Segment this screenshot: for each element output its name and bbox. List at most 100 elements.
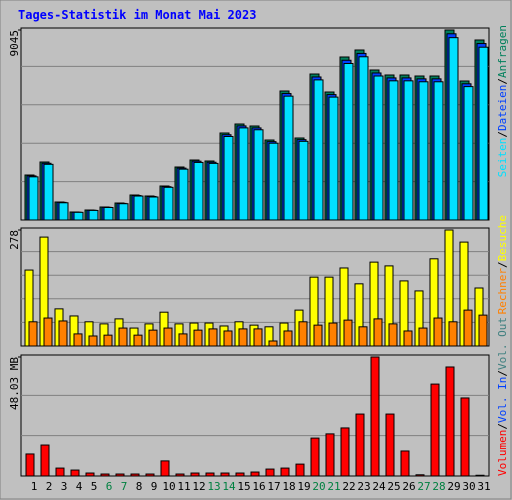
bar — [475, 474, 485, 477]
bar — [88, 209, 99, 221]
bar — [85, 472, 95, 477]
x-tick-label: 5 — [91, 480, 98, 493]
legend-separator: / — [496, 423, 509, 430]
bar — [223, 136, 234, 221]
bar — [28, 176, 39, 221]
bar — [448, 37, 459, 221]
y-tick-label: 9045 — [8, 30, 21, 57]
bar — [343, 63, 354, 221]
bar — [205, 472, 215, 477]
bar — [208, 328, 218, 347]
bar — [148, 196, 159, 221]
x-tick-label: 18 — [282, 480, 295, 493]
bar — [190, 472, 200, 477]
bar — [295, 463, 305, 477]
bar — [70, 469, 80, 477]
bar — [268, 340, 278, 347]
bar — [163, 327, 173, 347]
bar — [298, 321, 308, 347]
bar — [463, 86, 474, 221]
bar — [373, 318, 383, 347]
bar — [313, 79, 324, 221]
x-tick-label: 23 — [357, 480, 370, 493]
bar — [178, 333, 188, 347]
x-tick-label: 11 — [177, 480, 190, 493]
bar — [100, 473, 110, 477]
legend: Volumen/Vol. In/Vol. Out — [496, 317, 509, 476]
bar — [415, 474, 425, 477]
x-tick-label: 26 — [402, 480, 415, 493]
x-tick-label: 9 — [151, 480, 158, 493]
x-tick-label: 30 — [462, 480, 475, 493]
bar — [388, 323, 398, 347]
bar — [403, 80, 414, 221]
legend-entry: Volumen — [496, 430, 509, 476]
bar — [58, 202, 69, 221]
x-tick-label: 3 — [61, 480, 68, 493]
bar — [160, 460, 170, 477]
bar — [73, 211, 84, 221]
legend-separator: / — [496, 261, 509, 268]
bar — [448, 321, 458, 347]
legend: Rechner/Besuche — [496, 215, 509, 314]
legend-entry: Vol. In — [496, 377, 509, 423]
bar — [118, 203, 129, 221]
bar — [250, 471, 260, 477]
bar — [43, 317, 53, 347]
bar — [400, 450, 410, 477]
x-tick-label: 24 — [372, 480, 386, 493]
bar — [418, 81, 429, 221]
x-tick-label: 27 — [417, 480, 430, 493]
legend: Seiten/Dateien/Anfragen — [496, 25, 509, 177]
legend-separator: / — [496, 131, 509, 138]
legend-entry: Anfragen — [496, 25, 509, 78]
bar — [73, 333, 83, 347]
bar — [88, 335, 98, 347]
bar — [265, 468, 275, 477]
bar — [463, 309, 473, 347]
bar — [460, 397, 470, 477]
bar — [238, 328, 248, 347]
x-tick-label: 29 — [447, 480, 460, 493]
bar — [118, 327, 128, 347]
bar — [208, 162, 219, 221]
bar — [373, 75, 384, 221]
legend-separator: / — [496, 78, 509, 85]
x-tick-label: 10 — [162, 480, 175, 493]
bar — [325, 433, 335, 477]
bar — [175, 473, 185, 477]
x-tick-label: 4 — [76, 480, 83, 493]
bar — [25, 453, 35, 477]
legend-entry: Seiten — [496, 138, 509, 178]
bar — [163, 186, 174, 221]
x-tick-label: 20 — [312, 480, 325, 493]
bar — [478, 314, 488, 347]
x-tick-label: 17 — [267, 480, 280, 493]
x-tick-label: 1 — [31, 480, 38, 493]
bar — [328, 322, 338, 347]
y-tick-label: 48.03 MB — [8, 357, 21, 410]
legend-entry: Besuche — [496, 215, 509, 261]
bar — [343, 319, 353, 347]
bar — [103, 207, 114, 221]
x-tick-label: 31 — [477, 480, 490, 493]
legend-separator: / — [496, 370, 509, 377]
bar — [283, 95, 294, 221]
bar — [130, 473, 140, 477]
bar — [40, 444, 50, 477]
bar — [268, 142, 279, 221]
bar — [253, 328, 263, 347]
bar — [358, 56, 369, 221]
x-tick-label: 13 — [207, 480, 220, 493]
bar — [388, 80, 399, 221]
bar — [433, 317, 443, 347]
bar — [280, 467, 290, 477]
legend-entry: Vol. Out — [496, 317, 509, 370]
x-tick-label: 28 — [432, 480, 445, 493]
bar — [103, 334, 113, 347]
x-tick-label: 19 — [297, 480, 310, 493]
bar — [283, 330, 293, 347]
x-tick-label: 2 — [46, 480, 53, 493]
x-tick-label: 22 — [342, 480, 355, 493]
